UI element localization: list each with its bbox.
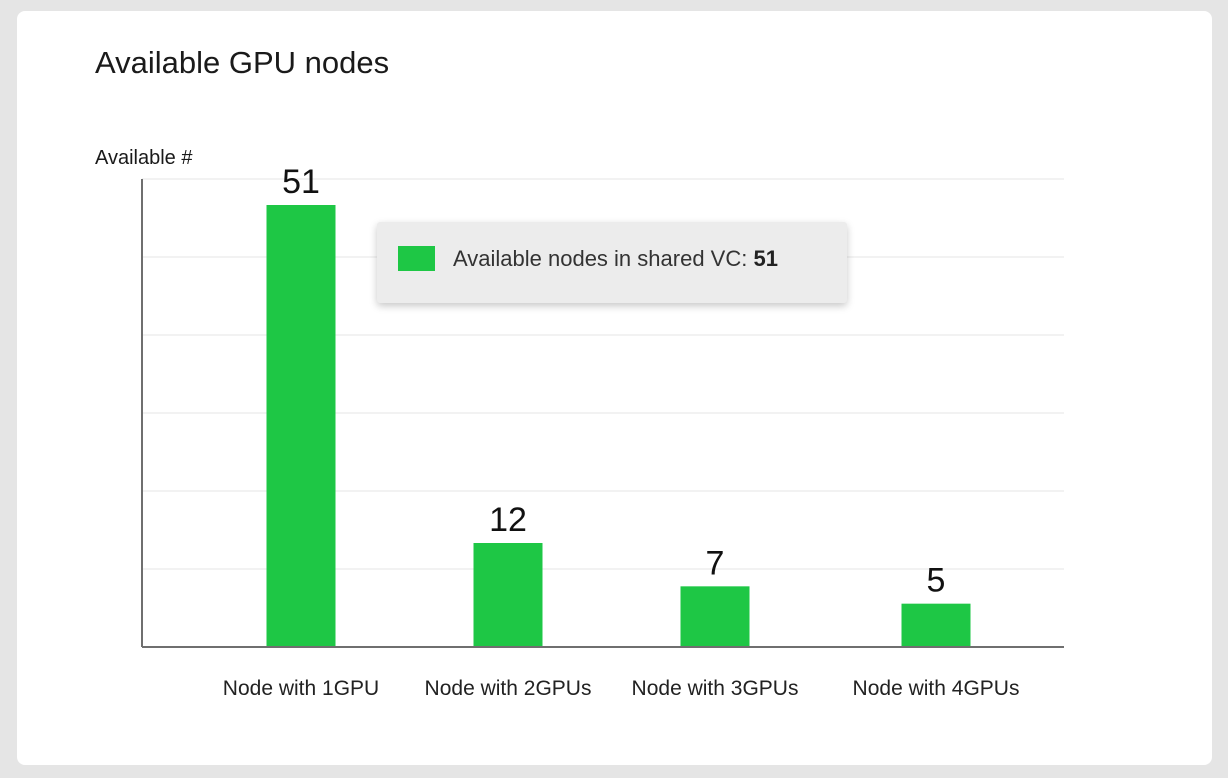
bar[interactable] — [901, 603, 971, 647]
bars — [266, 205, 971, 647]
x-tick-label: Node with 2GPUs — [425, 677, 592, 700]
bar-value-label: 12 — [489, 501, 527, 539]
bar[interactable] — [266, 205, 336, 647]
x-tick-label: Node with 1GPU — [223, 677, 379, 700]
data-labels: 51 12 7 5 — [282, 163, 945, 600]
tooltip-series-swatch — [398, 246, 435, 271]
bar-value-label: 5 — [927, 562, 946, 600]
bar[interactable] — [680, 586, 750, 647]
chart-title: Available GPU nodes — [95, 45, 390, 80]
tooltip-text: Available nodes in shared VC: 51 — [453, 246, 778, 272]
bar[interactable] — [473, 543, 543, 647]
tooltip-value: 51 — [753, 246, 778, 271]
bar-value-label: 7 — [706, 544, 725, 582]
chart-card: Available GPU nodes 51 12 7 5 Node with 1GP… — [17, 11, 1212, 765]
y-axis-label: Available # — [95, 147, 193, 169]
x-tick-label: Node with 4GPUs — [853, 677, 1020, 700]
tooltip: Available nodes in shared VC: 51 — [377, 222, 847, 303]
tooltip-series-label: Available nodes in shared VC: — [453, 246, 754, 271]
bar-value-label: 51 — [282, 163, 320, 201]
x-tick-labels: Node with 1GPU Node with 2GPUs Node with 3… — [223, 677, 1020, 700]
x-tick-label: Node with 3GPUs — [632, 677, 799, 700]
